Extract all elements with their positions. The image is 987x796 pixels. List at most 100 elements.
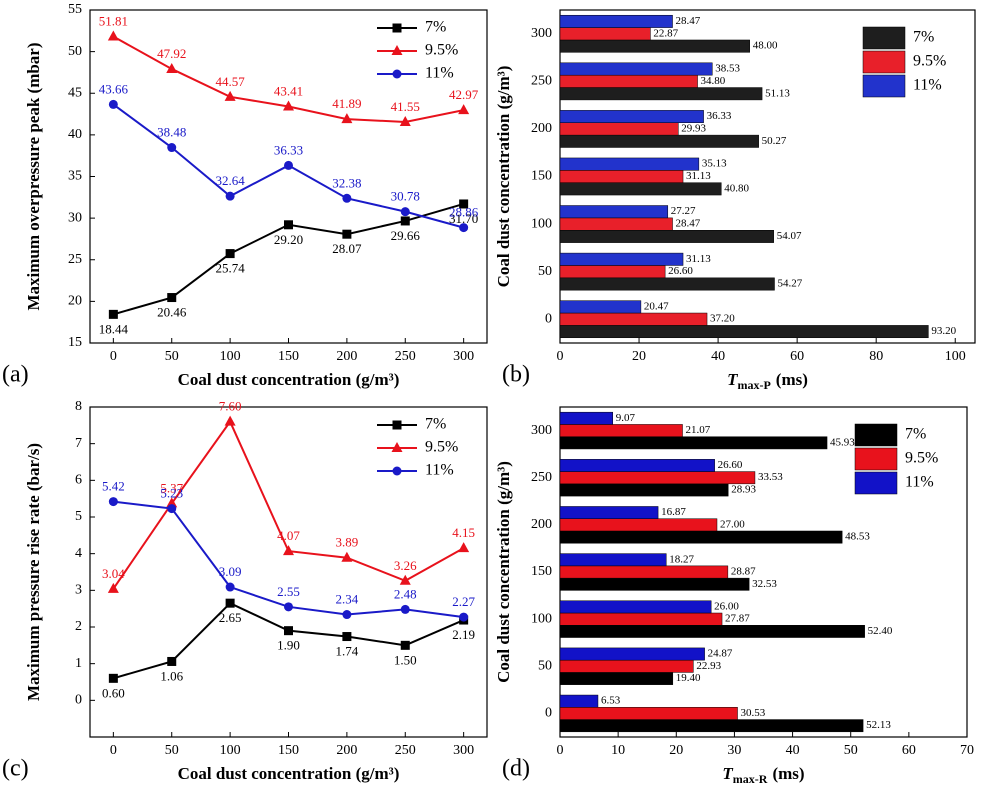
- legend-label: 11%: [425, 65, 454, 82]
- data-label: 26.60: [668, 265, 693, 277]
- x-tick-label: 40: [711, 349, 725, 364]
- bar: [559, 506, 659, 519]
- x-axis-label: Coal dust concentration (g/m³): [178, 370, 400, 389]
- data-label: 27.27: [671, 205, 696, 217]
- y-tick-label: 55: [68, 2, 82, 17]
- data-label: 2.19: [452, 627, 475, 642]
- marker: [459, 612, 469, 622]
- data-label: 26.60: [718, 459, 743, 471]
- data-label: 27.87: [725, 613, 750, 625]
- x-tick-label: 0: [557, 349, 564, 364]
- marker: [342, 229, 352, 239]
- data-label: 20.47: [644, 300, 669, 312]
- bar: [559, 577, 750, 591]
- bar: [559, 612, 723, 626]
- y-tick-label: 300: [531, 423, 552, 438]
- data-label: 2.55: [277, 584, 300, 599]
- bar: [559, 600, 712, 614]
- y-tick-label: 150: [531, 169, 552, 184]
- data-label: 21.07: [686, 424, 711, 436]
- legend-label: 9.5%: [425, 439, 458, 456]
- marker: [167, 293, 177, 303]
- data-label: 36.33: [707, 110, 732, 122]
- data-label: 54.27: [777, 278, 802, 290]
- data-label: 18.44: [99, 321, 129, 336]
- y-tick-label: 250: [531, 74, 552, 89]
- bar: [559, 459, 715, 472]
- data-label: 51.13: [765, 87, 790, 99]
- x-tick-label: 100: [220, 743, 241, 758]
- data-label: 43.41: [274, 83, 303, 98]
- y-tick-label: 8: [75, 399, 82, 414]
- data-label: 31.13: [686, 253, 711, 265]
- x-tick-label: 20: [669, 743, 683, 758]
- data-label: 19.40: [676, 672, 701, 684]
- marker: [284, 602, 293, 612]
- y-axis-label: Maximum pressure rise rate (bar/s): [24, 443, 43, 701]
- y-tick-label: 100: [531, 216, 552, 231]
- marker: [342, 193, 352, 203]
- data-label: 44.57: [215, 74, 245, 89]
- legend-label: 11%: [425, 462, 454, 479]
- legend-label: 7%: [905, 426, 926, 443]
- data-label: 22.93: [696, 660, 721, 672]
- bar: [559, 553, 667, 567]
- x-tick-label: 250: [395, 349, 416, 364]
- bar: [559, 157, 700, 171]
- bar: [559, 672, 674, 685]
- x-tick-label: 250: [395, 743, 416, 758]
- y-tick-label: 45: [68, 85, 82, 100]
- data-label: 26.00: [714, 600, 739, 612]
- marker: [167, 504, 177, 514]
- panel-label: (c): [2, 756, 29, 782]
- x-axis-label-sub: max-R: [733, 772, 768, 786]
- data-label: 3.09: [219, 564, 242, 579]
- data-label: 25.74: [215, 261, 245, 276]
- x-tick-label: 70: [960, 743, 974, 758]
- x-tick-label: 80: [869, 349, 883, 364]
- x-tick-label: 100: [945, 349, 966, 364]
- data-label: 41.55: [391, 99, 420, 114]
- y-tick-label: 25: [68, 252, 82, 267]
- marker: [342, 610, 352, 620]
- bar: [559, 217, 673, 231]
- data-label: 1.50: [394, 652, 417, 667]
- data-label: 38.53: [715, 63, 740, 75]
- data-label: 3.89: [336, 535, 359, 550]
- x-tick-label: 50: [844, 743, 858, 758]
- x-tick-label: 200: [336, 349, 357, 364]
- data-label: 6.53: [601, 695, 621, 707]
- marker: [392, 23, 402, 33]
- marker: [166, 497, 178, 508]
- data-label: 28.07: [332, 241, 362, 256]
- y-tick-label: 15: [68, 335, 82, 350]
- data-label: 33.53: [758, 471, 783, 483]
- marker: [400, 207, 410, 217]
- y-tick-label: 1: [75, 656, 82, 671]
- legend-swatch: [862, 50, 906, 74]
- data-label: 5.23: [160, 486, 183, 501]
- marker: [224, 90, 236, 101]
- data-label: 2.34: [336, 592, 359, 607]
- data-label: 4.07: [277, 528, 300, 543]
- plot-frame: [89, 9, 488, 344]
- bar: [559, 707, 738, 720]
- marker: [225, 598, 235, 608]
- marker: [283, 100, 294, 111]
- y-axis-label: Coal dust concentration (g/m³): [494, 461, 513, 683]
- data-label: 3.26: [394, 558, 417, 573]
- data-label: 40.80: [724, 182, 749, 194]
- bar: [559, 436, 828, 450]
- y-tick-label: 300: [531, 26, 552, 41]
- marker: [108, 99, 118, 109]
- marker: [391, 45, 403, 55]
- legend-label: 7%: [425, 416, 446, 433]
- data-label: 28.47: [676, 218, 701, 230]
- marker: [225, 249, 235, 259]
- marker: [284, 626, 293, 636]
- marker: [458, 104, 470, 115]
- data-label: 29.20: [274, 232, 303, 247]
- marker: [225, 191, 235, 201]
- data-label: 2.65: [219, 610, 242, 625]
- panel-label: (a): [2, 362, 29, 388]
